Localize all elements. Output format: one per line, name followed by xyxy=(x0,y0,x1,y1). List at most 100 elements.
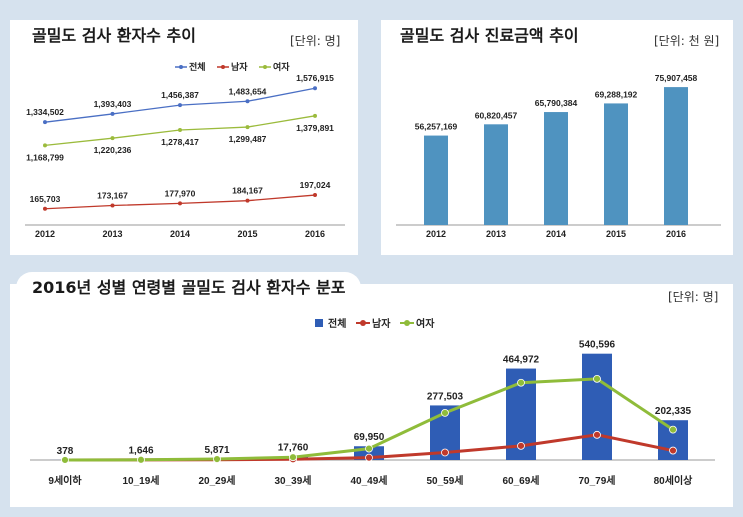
data-point xyxy=(178,128,182,133)
data-point xyxy=(43,120,47,125)
data-point xyxy=(245,99,250,104)
data-label: 69,288,192 xyxy=(595,89,638,99)
data-point xyxy=(245,125,250,130)
data-point xyxy=(43,206,47,211)
data-point xyxy=(245,198,250,203)
x-tick-label: 2014 xyxy=(170,229,190,239)
data-point xyxy=(61,456,69,464)
data-label: 75,907,458 xyxy=(655,73,698,83)
data-point xyxy=(43,143,47,148)
data-label: 173,167 xyxy=(97,190,128,200)
distribution-unit: [단위: 명] xyxy=(668,290,719,304)
data-label: 1,646 xyxy=(128,446,153,457)
data-label: 1,393,403 xyxy=(94,99,132,109)
data-label: 1,220,236 xyxy=(94,145,132,155)
distribution-chart: 전체 남자 여자 378 9세이하 1,646 10_19세 5,871 20_29세 17,76… xyxy=(30,317,715,487)
data-label: 184,167 xyxy=(232,186,263,196)
patients-trend-chart: 2012 2013 2014 2015 2016 전체 남자 여자 1,334,502 1,393… xyxy=(25,61,345,239)
legend-marker xyxy=(360,320,366,326)
data-point xyxy=(365,453,373,462)
x-tick-label: 2015 xyxy=(237,229,257,239)
legend-marker xyxy=(179,65,183,69)
x-tick-label: 80세이상 xyxy=(654,474,694,487)
bar xyxy=(582,353,612,460)
x-tick-label: 70_79세 xyxy=(578,474,615,487)
data-point xyxy=(313,193,317,198)
data-label: 277,503 xyxy=(427,391,464,402)
data-point xyxy=(110,111,115,116)
data-label: 1,299,487 xyxy=(229,134,267,144)
distribution-title: 2016년 성별 연령별 골밀도 검사 환자수 분포 xyxy=(16,272,362,304)
legend-marker xyxy=(263,65,267,69)
x-tick-label: 2016 xyxy=(666,229,686,239)
data-point xyxy=(289,453,297,462)
x-tick-label: 10_19세 xyxy=(122,474,159,487)
data-point xyxy=(178,103,182,108)
data-label: 378 xyxy=(57,446,74,457)
bar xyxy=(544,112,568,225)
data-label: 17,760 xyxy=(278,443,309,454)
legend-label-2: 여자 xyxy=(273,61,290,72)
x-tick-label: 30_39세 xyxy=(274,474,311,487)
data-label: 65,790,384 xyxy=(535,98,578,108)
data-point xyxy=(365,444,373,453)
data-label: 197,024 xyxy=(300,180,331,190)
x-tick-label: 60_69세 xyxy=(502,474,539,487)
legend-label-1: 남자 xyxy=(231,61,248,72)
data-label: 165,703 xyxy=(30,194,61,204)
legend-label-2: 여자 xyxy=(416,317,435,330)
data-point xyxy=(137,455,145,464)
x-tick-label: 2013 xyxy=(486,229,506,239)
data-point xyxy=(517,378,525,387)
data-label: 540,596 xyxy=(579,340,616,351)
data-point xyxy=(313,86,317,91)
data-point xyxy=(441,408,449,417)
bar xyxy=(484,124,508,225)
legend-label-0: 전체 xyxy=(189,61,206,72)
distribution-panel xyxy=(10,284,733,507)
data-point xyxy=(110,203,115,208)
patients-trend-panel xyxy=(10,20,358,255)
data-point xyxy=(669,446,677,455)
legend-label-0: 전체 xyxy=(328,317,346,330)
data-label: 1,379,891 xyxy=(296,123,334,133)
data-point xyxy=(110,136,115,141)
cost-trend-unit: [단위: 천 원] xyxy=(654,34,720,48)
data-label: 69,950 xyxy=(354,432,385,443)
x-tick-label: 2013 xyxy=(102,229,122,239)
cost-trend-chart: 56,257,169 2012 60,820,457 2013 65,790,384 20… xyxy=(396,73,721,239)
legend-label-1: 남자 xyxy=(372,317,391,330)
bar xyxy=(664,87,688,225)
data-label: 464,972 xyxy=(503,355,540,366)
data-label: 60,820,457 xyxy=(475,110,518,120)
data-label: 5,871 xyxy=(204,445,229,456)
data-label: 1,576,915 xyxy=(296,73,334,83)
x-tick-label: 2016 xyxy=(305,229,325,239)
bar xyxy=(424,135,448,225)
cost-trend-title: 골밀도 검사 진료금액 추이 xyxy=(384,20,595,52)
data-point xyxy=(517,441,525,450)
data-label: 56,257,169 xyxy=(415,122,458,132)
data-point xyxy=(593,430,601,439)
x-tick-label: 20_29세 xyxy=(198,474,235,487)
x-tick-label: 2015 xyxy=(606,229,626,239)
data-label: 1,334,502 xyxy=(26,107,64,117)
x-tick-label: 2012 xyxy=(35,229,55,239)
data-label: 1,456,387 xyxy=(161,90,199,100)
data-point xyxy=(593,374,601,383)
data-point xyxy=(178,201,182,206)
x-tick-label: 2014 xyxy=(546,229,566,239)
x-tick-label: 2012 xyxy=(426,229,446,239)
data-label: 202,335 xyxy=(655,406,692,417)
x-tick-label: 50_59세 xyxy=(426,474,463,487)
data-point xyxy=(213,455,221,463)
data-label: 1,483,654 xyxy=(229,86,267,96)
bar xyxy=(604,103,628,225)
x-tick-label: 40_49세 xyxy=(350,474,387,487)
legend-marker xyxy=(221,65,225,69)
data-label: 1,278,417 xyxy=(161,137,199,147)
data-label: 1,168,799 xyxy=(26,152,64,162)
x-tick-label: 9세이하 xyxy=(48,474,82,487)
legend-swatch xyxy=(315,319,323,327)
patients-trend-unit: [단위: 명] xyxy=(290,34,341,48)
